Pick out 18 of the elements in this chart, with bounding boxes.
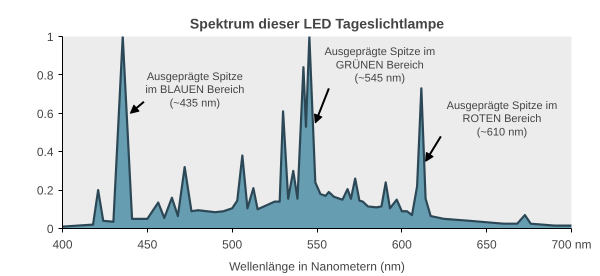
annotation: Ausgeprägte Spitze im BLAUEN Bereich (~435 nm) xyxy=(145,71,244,110)
x-tick-label: 650 xyxy=(476,238,498,252)
x-tick-label: 550 xyxy=(306,238,328,252)
y-tick-label: 0.6 xyxy=(36,106,54,121)
chart-title: Spektrum dieser LED Tageslichtlampe xyxy=(190,16,444,32)
y-tick-label: 0.2 xyxy=(36,184,54,198)
y-tick-label: 1 xyxy=(46,30,54,44)
annotation: Ausgeprägte Spitze im GRÜNEN Bereich (~545 nm) xyxy=(324,46,436,84)
x-tick-label: 700 nm xyxy=(551,238,592,252)
x-axis-title: Wellenlänge in Nanometern (nm) xyxy=(229,260,405,274)
x-tick-label: 450 xyxy=(137,238,158,252)
annotation: Ausgeprägte Spitze im ROTEN Bereich (~610 nm) xyxy=(446,100,558,138)
y-tick-label: 0 xyxy=(46,222,54,236)
y-tick-label: 0.8 xyxy=(36,68,54,82)
x-tick-label: 600 xyxy=(392,238,412,252)
x-tick-label: 500 xyxy=(222,238,243,252)
x-tick-label: 400 xyxy=(52,238,73,252)
y-tick-label: 0.4 xyxy=(36,145,54,160)
